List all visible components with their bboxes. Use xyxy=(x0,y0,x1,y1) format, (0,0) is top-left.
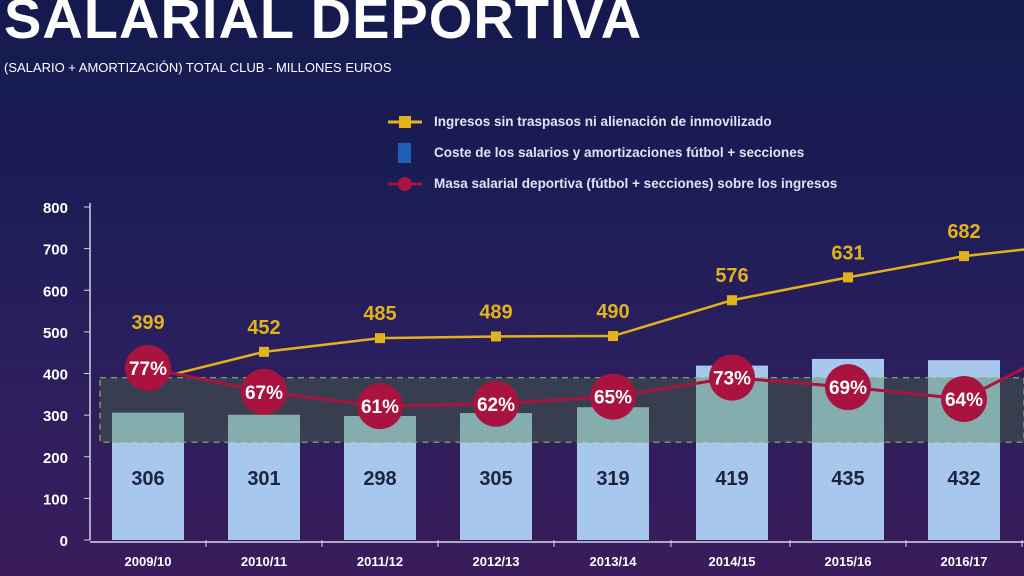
legend-item-revenue: Ingresos sin traspasos ni alienación de … xyxy=(388,106,837,137)
y-tick-label: 800 xyxy=(43,200,68,217)
pct-value-label: 62% xyxy=(477,395,515,416)
pct-value-label: 73% xyxy=(713,369,751,390)
legend-item-cost: Coste de los salarios y amortizaciones f… xyxy=(388,137,837,168)
bar-value-label: 432 xyxy=(947,468,980,490)
revenue-value-label: 489 xyxy=(479,301,512,323)
pct-value-label: 67% xyxy=(245,383,283,404)
x-tick-label: 2010/11 xyxy=(241,554,287,569)
subtitle: (SALARIO + AMORTIZACIÓN) TOTAL CLUB - MI… xyxy=(4,60,392,75)
pct-marker xyxy=(825,364,871,411)
pct-value-label: 64% xyxy=(945,390,983,411)
bar-value-label: 419 xyxy=(715,468,748,490)
pct-marker xyxy=(473,380,519,427)
pct-marker xyxy=(590,373,636,420)
pct-marker xyxy=(941,376,987,422)
revenue-value-label: 682 xyxy=(947,221,980,243)
y-tick-label: 200 xyxy=(43,450,68,467)
bar xyxy=(112,412,184,540)
legend-line-circle-icon xyxy=(388,176,422,191)
legend: Ingresos sin traspasos ni alienación de … xyxy=(388,106,837,199)
revenue-marker xyxy=(727,295,737,306)
x-tick-label: 2013/14 xyxy=(590,554,638,569)
bar-value-label: 298 xyxy=(363,468,396,490)
y-tick-label: 0 xyxy=(60,533,68,550)
revenue-marker xyxy=(259,346,269,357)
x-tick-label: 2015/16 xyxy=(825,554,872,569)
bar xyxy=(228,414,300,540)
revenue-marker xyxy=(491,331,501,342)
bar-value-label: 306 xyxy=(131,468,164,490)
legend-line-square-icon xyxy=(388,115,422,128)
bar-value-label: 305 xyxy=(479,468,512,490)
revenue-value-label: 631 xyxy=(831,242,864,264)
x-tick-label: 2009/10 xyxy=(125,554,172,569)
bar-value-label: 319 xyxy=(596,468,629,490)
bar-value-label: 301 xyxy=(247,468,280,490)
revenue-value-label: 452 xyxy=(247,317,280,339)
bar xyxy=(460,413,532,540)
revenue-value-label: 576 xyxy=(715,265,748,287)
legend-label: Coste de los salarios y amortizaciones f… xyxy=(434,145,805,160)
revenue-marker xyxy=(843,272,853,283)
pct-value-label: 77% xyxy=(129,359,167,380)
pct-marker xyxy=(709,354,755,401)
y-tick-label: 400 xyxy=(43,367,68,384)
revenue-marker xyxy=(375,333,385,344)
x-tick-label: 2014/15 xyxy=(709,554,756,569)
revenue-value-label: 490 xyxy=(596,301,629,323)
pct-value-label: 61% xyxy=(361,397,399,418)
bar-value-label: 435 xyxy=(831,468,864,490)
revenue-value-label: 485 xyxy=(363,303,396,325)
legend-label: Masa salarial deportiva (fútbol + seccio… xyxy=(434,176,838,191)
page-title: SALARIAL DEPORTIVA xyxy=(4,0,643,50)
y-tick-label: 700 xyxy=(43,242,68,259)
revenue-value-label: 399 xyxy=(131,312,164,334)
pct-marker xyxy=(125,345,171,392)
bar xyxy=(344,415,416,540)
pct-marker xyxy=(241,368,287,415)
x-tick-label: 2012/13 xyxy=(473,554,520,569)
y-tick-label: 600 xyxy=(43,283,68,300)
pct-value-label: 69% xyxy=(829,378,867,399)
revenue-marker xyxy=(959,251,969,262)
bar xyxy=(577,407,649,540)
pct-value-label: 65% xyxy=(594,388,632,409)
y-tick-label: 300 xyxy=(43,408,68,425)
legend-label: Ingresos sin traspasos ni alienación de … xyxy=(434,114,772,129)
x-tick-label: 2016/17 xyxy=(941,554,988,569)
x-tick-label: 2011/12 xyxy=(357,554,403,569)
pct-marker xyxy=(357,383,403,430)
legend-item-pct: Masa salarial deportiva (fútbol + seccio… xyxy=(388,168,837,199)
y-tick-label: 500 xyxy=(43,325,68,342)
y-tick-label: 100 xyxy=(43,491,68,508)
revenue-marker xyxy=(608,331,618,342)
legend-bar-icon xyxy=(398,142,411,163)
